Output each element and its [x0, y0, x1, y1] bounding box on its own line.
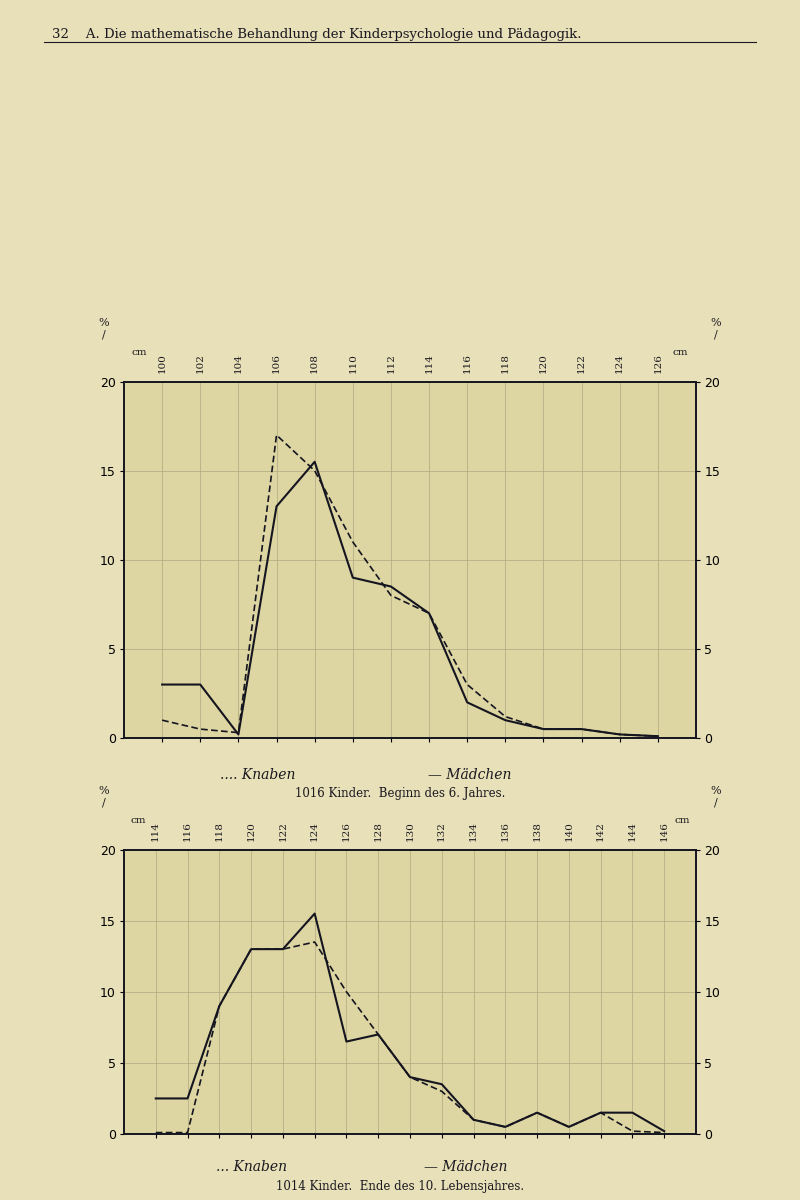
Text: %
/: % / [710, 786, 722, 808]
Text: cm: cm [673, 348, 688, 358]
Text: 124: 124 [615, 353, 624, 373]
Text: 110: 110 [348, 353, 358, 373]
Text: cm: cm [674, 816, 690, 826]
Text: 118: 118 [501, 353, 510, 373]
Text: %
/: % / [710, 318, 722, 340]
Text: 136: 136 [501, 821, 510, 841]
Text: 132: 132 [438, 821, 446, 841]
Text: 104: 104 [234, 353, 243, 373]
Text: 100: 100 [158, 353, 166, 373]
Text: 126: 126 [342, 821, 351, 841]
Text: 134: 134 [469, 821, 478, 841]
Text: — Mädchen: — Mädchen [424, 1160, 507, 1175]
Text: 112: 112 [386, 353, 395, 373]
Text: 122: 122 [278, 821, 287, 841]
Text: 116: 116 [183, 821, 192, 841]
Text: %
/: % / [98, 318, 110, 340]
Text: 124: 124 [310, 821, 319, 841]
Text: 32    A. Die mathematische Behandlung der Kinderpsychologie und Pädagogik.: 32 A. Die mathematische Behandlung der K… [52, 28, 582, 41]
Text: 120: 120 [539, 353, 548, 373]
Text: 120: 120 [246, 821, 256, 841]
Text: ... Knaben: ... Knaben [216, 1160, 287, 1175]
Text: 114: 114 [151, 821, 160, 841]
Text: .... Knaben: .... Knaben [220, 768, 295, 782]
Text: 1016 Kinder.  Beginn des 6. Jahres.: 1016 Kinder. Beginn des 6. Jahres. [295, 787, 505, 800]
Text: 126: 126 [654, 353, 662, 373]
Text: 138: 138 [533, 821, 542, 841]
Text: 102: 102 [196, 353, 205, 373]
Text: 144: 144 [628, 821, 637, 841]
Text: 108: 108 [310, 353, 319, 373]
Text: 142: 142 [596, 821, 605, 841]
Text: 140: 140 [564, 821, 574, 841]
Text: 1014 Kinder.  Ende des 10. Lebensjahres.: 1014 Kinder. Ende des 10. Lebensjahres. [276, 1180, 524, 1193]
Text: cm: cm [130, 816, 146, 826]
Text: %
/: % / [98, 786, 110, 808]
Text: 122: 122 [577, 353, 586, 373]
Text: 106: 106 [272, 353, 281, 373]
Text: 118: 118 [215, 821, 224, 841]
Text: — Mädchen: — Mädchen [428, 768, 511, 782]
Text: 130: 130 [406, 821, 414, 841]
Text: 128: 128 [374, 821, 382, 841]
Text: cm: cm [132, 348, 147, 358]
Text: 114: 114 [425, 353, 434, 373]
Text: 146: 146 [660, 821, 669, 841]
Text: 116: 116 [462, 353, 472, 373]
